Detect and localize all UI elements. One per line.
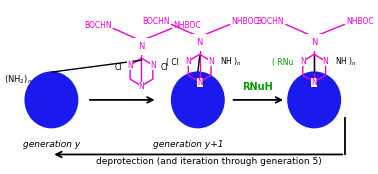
Text: ( Cl: ( Cl [166, 58, 179, 67]
Ellipse shape [288, 72, 341, 128]
Text: N: N [208, 57, 214, 66]
Text: N: N [197, 38, 203, 47]
Text: N: N [311, 38, 318, 47]
Text: Cl: Cl [115, 63, 122, 72]
Text: NH )$_n$: NH )$_n$ [220, 56, 242, 68]
Text: generation y+1: generation y+1 [153, 140, 224, 149]
Text: N: N [197, 78, 203, 86]
Text: RNuH: RNuH [243, 82, 273, 92]
Text: ( RNu: ( RNu [272, 58, 293, 67]
Text: N: N [139, 81, 144, 90]
Text: NH )$_n$: NH )$_n$ [335, 56, 357, 68]
Text: N: N [323, 57, 328, 66]
Text: deprotection (and iteration through generation 5): deprotection (and iteration through gene… [96, 157, 322, 166]
Text: BOCHN: BOCHN [142, 17, 170, 26]
Text: NHBOC: NHBOC [232, 17, 259, 26]
Ellipse shape [25, 72, 77, 128]
Text: N: N [186, 57, 191, 66]
Text: N: N [311, 78, 317, 86]
Text: generation y: generation y [23, 140, 80, 149]
Text: BOCHN: BOCHN [257, 17, 284, 26]
Text: N: N [127, 61, 133, 70]
Text: N: N [138, 42, 145, 51]
Text: Cl: Cl [160, 63, 168, 72]
Text: NHBOC: NHBOC [174, 21, 201, 30]
Ellipse shape [172, 72, 224, 128]
Text: N: N [150, 61, 156, 70]
Text: N: N [300, 57, 306, 66]
Text: NHBOC: NHBOC [346, 17, 374, 26]
Text: (NH$_2$)$_n$: (NH$_2$)$_n$ [4, 74, 33, 86]
Text: BOCHN: BOCHN [84, 21, 112, 30]
